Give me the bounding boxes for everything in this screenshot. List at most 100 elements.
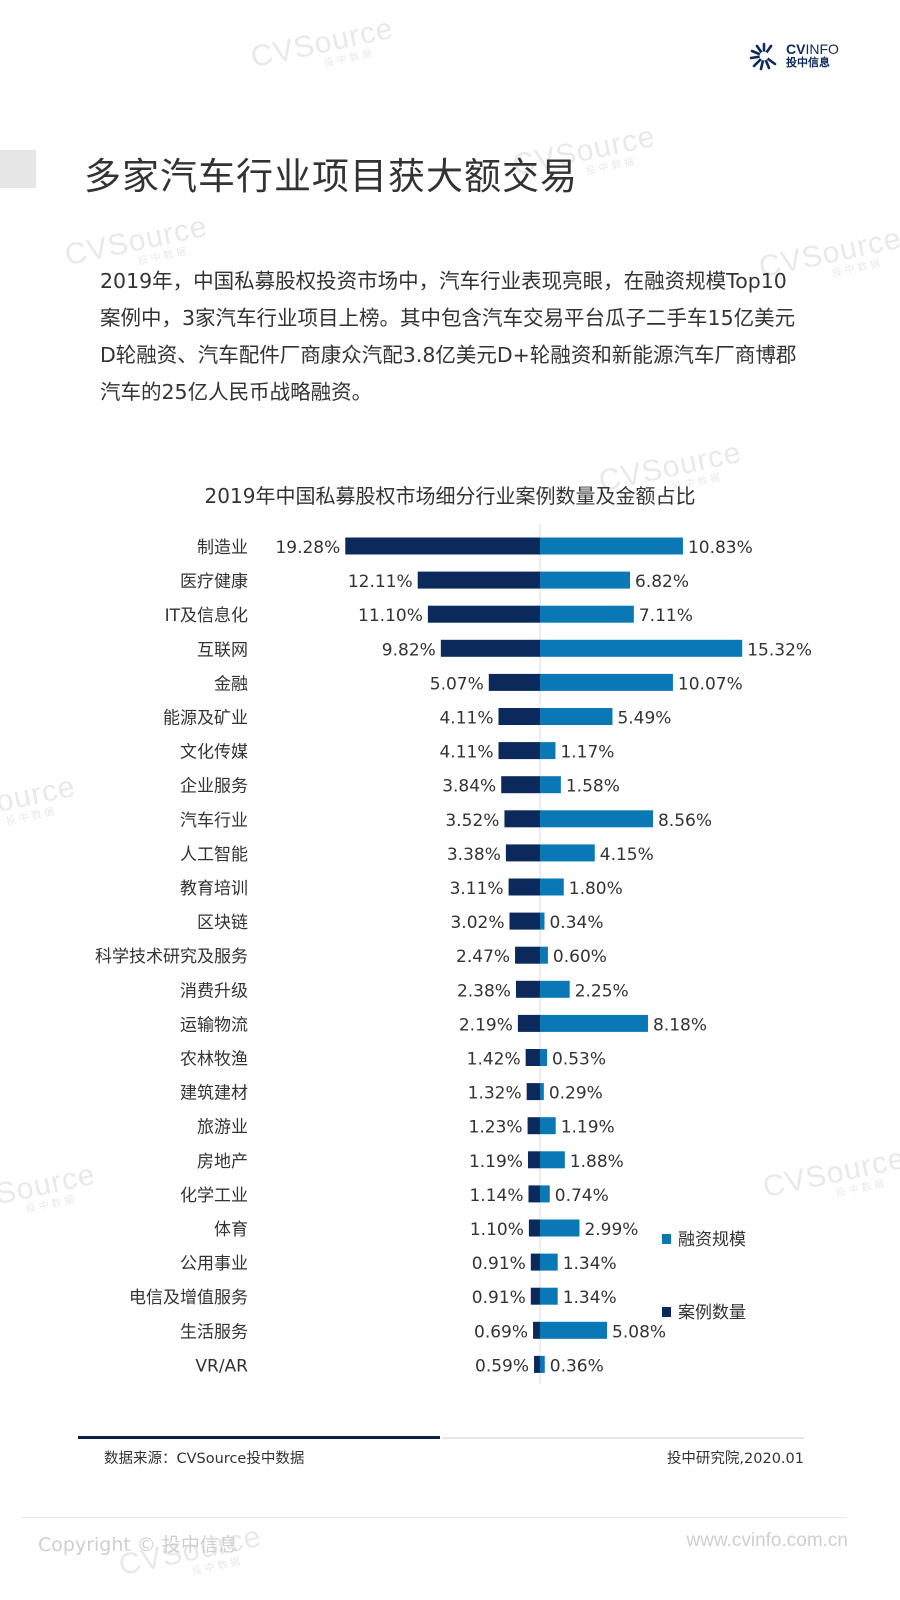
bar-case-count (534, 1355, 540, 1373)
bar-case-count (501, 776, 540, 794)
category-label: VR/AR (195, 1356, 248, 1376)
case-count-label: 12.11% (348, 572, 413, 592)
bar-financing-scale (540, 639, 743, 657)
bar-case-count (530, 1287, 540, 1305)
intro-paragraph: 2019年，中国私募股权投资市场中，汽车行业表现亮眼，在融资规模Top10案例中… (100, 269, 797, 404)
category-label: 房地产 (197, 1152, 248, 1172)
case-count-label: 2.47% (456, 947, 510, 967)
category-label: 运输物流 (180, 1015, 248, 1035)
category-label: 旅游业 (197, 1118, 248, 1138)
bar-financing-scale (540, 810, 653, 828)
category-label: 生活服务 (180, 1322, 248, 1342)
bar-financing-scale (540, 1185, 550, 1203)
bar-financing-scale (540, 1151, 565, 1169)
case-count-label: 0.59% (475, 1356, 529, 1376)
bar-case-count (345, 537, 540, 555)
bar-case-count (498, 742, 540, 760)
financing-scale-label: 0.74% (555, 1186, 609, 1206)
bar-case-count (526, 1083, 540, 1101)
case-count-label: 19.28% (275, 538, 340, 558)
bar-case-count (427, 605, 540, 623)
bar-financing-scale (540, 605, 634, 623)
logo-text-en: CVINFO (786, 41, 839, 57)
financing-scale-label: 1.17% (560, 743, 614, 763)
footer-divider (22, 1517, 846, 1518)
category-label: 化学工业 (180, 1186, 248, 1206)
case-count-label: 1.32% (468, 1084, 522, 1104)
category-label: 农林牧渔 (180, 1050, 248, 1070)
bar-financing-scale (540, 742, 556, 760)
category-label: 消费升级 (180, 981, 248, 1001)
source-divider-light (442, 1437, 804, 1439)
data-source: 数据来源：CVSource投中数据 (104, 1451, 305, 1467)
legend-financing-scale-label: 融资规模 (678, 1230, 746, 1250)
bar-financing-scale (540, 1287, 558, 1305)
bar-case-count (517, 1014, 540, 1032)
category-label: 企业服务 (180, 777, 248, 797)
category-label: 体育 (214, 1220, 248, 1240)
report-credit: 投中研究院,2020.01 (666, 1451, 804, 1467)
bar-case-count (508, 878, 540, 896)
financing-scale-label: 1.34% (563, 1254, 617, 1274)
financing-scale-label: 0.34% (549, 913, 603, 933)
bar-financing-scale (540, 673, 673, 691)
financing-scale-label: 5.49% (617, 709, 671, 729)
category-label: 汽车行业 (180, 811, 248, 831)
category-label: IT及信息化 (165, 606, 248, 626)
financing-scale-label: 4.15% (600, 845, 654, 865)
bar-financing-scale (540, 1355, 545, 1373)
financing-scale-label: 1.80% (569, 879, 623, 899)
website-link[interactable]: www.cvinfo.com.cn (686, 1530, 848, 1551)
bar-financing-scale (540, 1014, 648, 1032)
bar-financing-scale (540, 537, 683, 555)
case-count-label: 1.19% (469, 1152, 523, 1172)
case-count-label: 4.11% (439, 743, 493, 763)
category-label: 建筑建材 (180, 1084, 248, 1104)
legend-financing-scale-swatch (662, 1234, 671, 1244)
category-label: 金融 (214, 674, 248, 694)
bar-case-count (533, 1321, 540, 1339)
financing-scale-label: 1.19% (561, 1118, 615, 1138)
case-count-label: 0.91% (472, 1254, 526, 1274)
case-count-label: 5.07% (430, 674, 484, 694)
case-count-label: 3.38% (447, 845, 501, 865)
category-label: 文化传媒 (180, 743, 248, 763)
financing-scale-label: 7.11% (639, 606, 693, 626)
financing-scale-label: 1.34% (563, 1288, 617, 1308)
financing-scale-label: 1.88% (570, 1152, 624, 1172)
financing-scale-label: 15.32% (747, 640, 812, 660)
case-count-label: 9.82% (382, 640, 436, 660)
financing-scale-label: 0.36% (550, 1356, 604, 1376)
bar-financing-scale (540, 1321, 608, 1339)
category-label: 人工智能 (180, 845, 248, 865)
case-count-label: 1.10% (470, 1220, 524, 1240)
bar-case-count (528, 1219, 540, 1237)
bar-case-count (440, 639, 540, 657)
case-count-label: 0.69% (474, 1322, 528, 1342)
bar-financing-scale (540, 878, 564, 896)
page-title: 多家汽车行业项目获大额交易 (84, 155, 578, 198)
legend-case-count-swatch (662, 1307, 671, 1317)
burst-logo-icon (749, 42, 777, 71)
case-count-label: 3.11% (450, 879, 504, 899)
category-label: 电信及增值服务 (129, 1288, 248, 1308)
bar-financing-scale (540, 708, 613, 725)
bar-case-count (515, 980, 540, 998)
diverging-bar-chart: 制造业 19.28% 10.83% 医疗健康 12.11% 6.82% IT及信息化 11.1… (95, 524, 812, 1385)
bar-case-count (525, 1049, 540, 1066)
bar-case-count (527, 1151, 540, 1169)
watermark: CVSource 投中数据 (248, 11, 397, 75)
case-count-label: 2.19% (459, 1015, 513, 1035)
category-label: 互联网 (197, 640, 248, 660)
source-divider-dark (78, 1436, 440, 1439)
case-count-label: 1.23% (469, 1118, 523, 1138)
bar-case-count (488, 673, 540, 691)
bar-financing-scale (540, 571, 631, 589)
category-label: 公用事业 (180, 1254, 248, 1274)
bar-financing-scale (540, 946, 548, 964)
case-count-label: 2.38% (457, 981, 511, 1001)
bar-case-count (417, 571, 540, 589)
financing-scale-label: 1.58% (566, 777, 620, 797)
financing-scale-label: 0.60% (553, 947, 607, 967)
bar-financing-scale (540, 1117, 556, 1135)
